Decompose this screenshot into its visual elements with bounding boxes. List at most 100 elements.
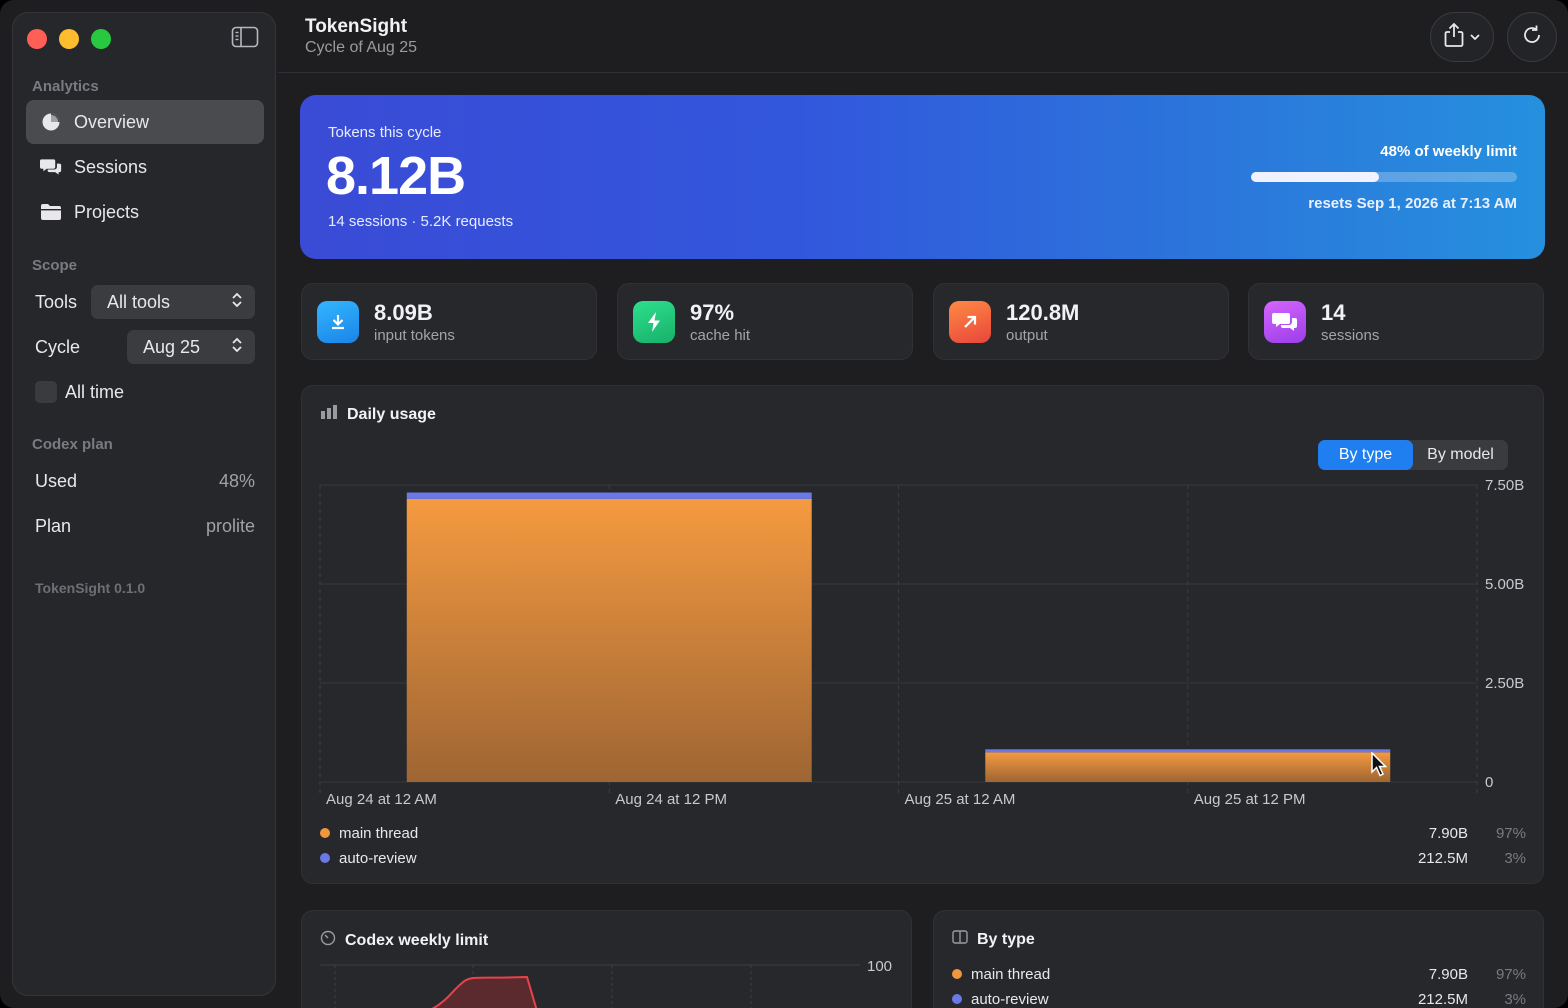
x-tick-label: Aug 24 at 12 PM [615,791,727,808]
by-type-toggle[interactable]: By type [1318,440,1413,470]
minimize-window-button[interactable] [59,29,79,49]
x-tick-label: Aug 25 at 12 AM [905,791,1016,808]
y-tick-label: 5.00B [1485,576,1524,593]
by-model-toggle[interactable]: By model [1427,446,1494,463]
legend-row-auto-review: auto-review 212.5M 3% [320,848,1526,868]
chat-bubbles-icon [1264,301,1306,343]
zoom-window-button[interactable] [91,29,111,49]
plan-label: Plan [35,515,72,536]
header-divider [278,72,1568,73]
x-tick-label: Aug 25 at 12 PM [1194,791,1306,808]
share-button[interactable] [1430,12,1494,62]
all-time-row: All time [35,375,255,409]
chevron-down-icon [1469,28,1481,46]
weekly-usage-line [431,975,538,1008]
cycle-subtitle: Cycle of Aug 25 [305,39,418,56]
app-title: TokenSight [305,16,408,37]
weekly-usage-area [433,977,537,1008]
x-tick-label: Aug 24 at 12 AM [326,791,437,808]
stat-card-output: 120.8M output [933,283,1229,360]
plan-value: prolite [205,515,255,536]
sidebar-item-projects[interactable]: Projects [26,190,264,234]
plan-section-label: Codex plan [32,436,113,453]
mouse-cursor-icon [1371,752,1388,777]
y-tick-label: 0 [1485,774,1493,791]
legend-value: 212.5M [1417,849,1468,867]
analytics-section-label: Analytics [32,78,99,95]
legend-label: main thread [339,824,419,842]
legend-label: auto-review [339,849,417,867]
stat-card-cache-hit: 97% cache hit [617,283,913,360]
sidebar-item-overview[interactable]: Overview [26,100,264,144]
share-icon [1443,22,1465,53]
legend-label: main thread [971,965,1051,983]
stat-label: cache hit [690,327,751,344]
used-label: Used [35,470,78,491]
weekly-limit-chart: 100 [320,958,892,1008]
bar-auto-review-aug-25 [985,749,1391,753]
daily-usage-chart: 0 2.50B 5.00B 7.50B Aug 24 at 12 AM Aug 24 at… [319,477,1524,808]
bar-main-thread-aug-24 [406,498,812,782]
daily-usage-panel: Daily usage By type By model 0 2.50B 5.00B… [301,385,1544,884]
stat-card-sessions: 14 sessions [1248,283,1544,360]
all-time-checkbox[interactable] [35,381,57,403]
panel-title-text: Daily usage [347,405,436,423]
hero-token-total: 8.12B [326,146,466,206]
panel-title-text: By type [977,930,1035,948]
legend-value: 7.90B [1428,965,1468,983]
refresh-icon [1520,23,1544,52]
cycle-label: Cycle [35,336,81,357]
tokens-hero-card: Tokens this cycle 8.12B 14 sessions · 5.… [300,95,1545,259]
stat-value: 8.09B [374,300,433,325]
legend-value: 212.5M [1417,990,1468,1008]
tools-select[interactable]: All tools [91,285,255,319]
hero-label: Tokens this cycle [328,124,442,141]
folder-icon [40,201,62,223]
legend-label: auto-review [971,990,1049,1008]
all-time-label: All time [65,381,125,402]
stat-label: input tokens [374,327,455,344]
arrow-up-right-icon [949,301,991,343]
bar-main-thread-aug-25 [985,752,1391,782]
tools-label: Tools [35,291,78,312]
legend-row-main-thread: main thread 7.90B 97% [320,823,1526,843]
stat-value: 120.8M [1006,300,1080,325]
legend-swatch [320,828,330,838]
chart-mode-toggle: By type By model [1318,440,1508,470]
bar-chart-icon [320,405,338,424]
plan-row: Plan prolite [35,509,255,543]
by-type-panel: By type main thread 7.90B 97% auto-revie… [933,910,1544,1008]
close-window-button[interactable] [27,29,47,49]
scope-section-label: Scope [32,257,78,274]
legend-swatch [952,969,962,979]
sidebar-item-sessions[interactable]: Sessions [26,145,264,189]
daily-usage-title: Daily usage [320,405,436,424]
download-arrow-icon [317,301,359,343]
stat-value: 14 [1321,300,1346,325]
by-type-row-auto-review: auto-review 212.5M 3% [952,989,1526,1008]
cycle-select[interactable]: Aug 25 [127,330,255,364]
pie-chart-icon [40,111,62,133]
sidebar-toggle-icon[interactable] [231,25,259,49]
weekly-limit-progress [1251,172,1517,182]
stat-label: output [1006,327,1048,344]
tools-select-value: All tools [107,291,171,312]
stat-card-input-tokens: 8.09B input tokens [301,283,597,360]
sidebar: Analytics Overview Sessions Projects Sco… [12,12,276,996]
lightning-bolt-icon [633,301,675,343]
legend-swatch [952,994,962,1004]
bar-auto-review-aug-24 [406,492,812,499]
legend-percent: 3% [1504,990,1526,1008]
updown-chevron-icon [231,291,243,314]
refresh-button[interactable] [1507,12,1557,62]
weekly-limit-text: 48% of weekly limit [1380,143,1517,160]
stat-value: 97% [690,300,735,325]
weekly-limit-title: Codex weekly limit [320,930,488,951]
y-tick-label: 2.50B [1485,675,1524,692]
sidebar-item-label: Sessions [74,156,148,177]
used-value: 48% [218,470,255,491]
updown-chevron-icon [231,336,243,359]
tools-row: Tools All tools [35,285,255,319]
legend-percent: 97% [1495,965,1526,983]
